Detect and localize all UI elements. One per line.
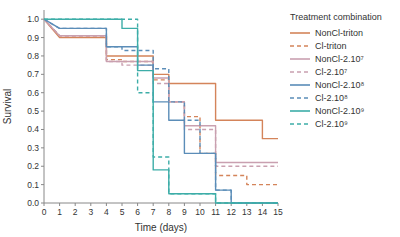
y-tick bbox=[41, 37, 44, 38]
x-tick bbox=[106, 203, 107, 206]
x-tick bbox=[75, 203, 76, 206]
series-line bbox=[44, 19, 278, 203]
x-tick-label: 11 bbox=[211, 207, 220, 217]
x-tick-label: 12 bbox=[226, 207, 236, 217]
x-tick-label: 10 bbox=[195, 207, 205, 217]
y-axis-label: Survival bbox=[2, 89, 13, 125]
y-tick bbox=[41, 129, 44, 130]
y-tick-label: 0.1 bbox=[27, 180, 39, 190]
x-tick-label: 9 bbox=[182, 207, 187, 217]
x-tick-label: 13 bbox=[242, 207, 252, 217]
legend-label: NonCl-triton bbox=[315, 28, 363, 38]
y-tick bbox=[41, 184, 44, 185]
y-tick-label: 0.6 bbox=[27, 88, 39, 98]
legend-label: NonCl-2.10⁹ bbox=[315, 106, 365, 116]
x-tick bbox=[200, 203, 201, 206]
y-tick-label: 0.3 bbox=[27, 143, 39, 153]
y-tick-label: 0.5 bbox=[27, 106, 39, 116]
x-tick bbox=[153, 203, 154, 206]
legend-label: Cl-2.10⁷ bbox=[315, 67, 347, 77]
legend-label: Cl-2.10⁸ bbox=[315, 93, 348, 103]
legend: Treatment combination NonCl-triton Cl-trit… bbox=[290, 12, 382, 129]
x-tick-label: 5 bbox=[120, 207, 125, 217]
legend-label: NonCl-2.10⁸ bbox=[315, 80, 365, 90]
y-tick-label: 0.7 bbox=[27, 69, 39, 79]
x-tick-label: 15 bbox=[273, 207, 283, 217]
legend-title: Treatment combination bbox=[290, 12, 382, 22]
y-tick-label: 0.4 bbox=[27, 124, 39, 134]
x-tick bbox=[90, 203, 91, 206]
y-tick-label: 0.8 bbox=[27, 51, 39, 61]
legend-swatch bbox=[290, 58, 310, 60]
series-line bbox=[44, 19, 278, 166]
y-tick bbox=[41, 19, 44, 20]
y-tick bbox=[41, 147, 44, 148]
x-tick bbox=[59, 203, 60, 206]
x-tick-label: 1 bbox=[57, 207, 62, 217]
legend-swatch bbox=[290, 71, 310, 73]
x-tick bbox=[122, 203, 123, 206]
legend-swatch bbox=[290, 84, 310, 86]
y-tick bbox=[41, 55, 44, 56]
x-tick bbox=[168, 203, 169, 206]
x-tick-label: 14 bbox=[258, 207, 268, 217]
y-tick bbox=[41, 111, 44, 112]
x-tick bbox=[184, 203, 185, 206]
legend-swatch bbox=[290, 123, 310, 125]
legend-swatch bbox=[290, 110, 310, 112]
x-tick-label: 6 bbox=[135, 207, 140, 217]
series-line bbox=[44, 19, 278, 203]
y-tick-label: 0.2 bbox=[27, 161, 39, 171]
x-axis-label: Time (days) bbox=[135, 222, 187, 233]
legend-swatch bbox=[290, 45, 310, 47]
y-tick bbox=[41, 92, 44, 93]
y-tick-label: 0.0 bbox=[27, 198, 39, 208]
series-line bbox=[44, 19, 278, 203]
legend-swatch bbox=[290, 32, 310, 34]
x-tick-label: 4 bbox=[104, 207, 109, 217]
legend-swatch bbox=[290, 97, 310, 99]
y-tick bbox=[41, 166, 44, 167]
y-axis-line bbox=[44, 10, 45, 203]
chart: 01234567891011121314150.00.10.20.30.40.5… bbox=[0, 0, 400, 237]
series-line bbox=[44, 19, 278, 203]
y-tick-label: 1.0 bbox=[27, 14, 39, 24]
series-line bbox=[44, 19, 278, 162]
legend-label: NonCl-2.10⁷ bbox=[315, 54, 364, 64]
x-tick-label: 2 bbox=[73, 207, 78, 217]
legend-label: Cl-2.10⁹ bbox=[315, 119, 348, 129]
legend-label: Cl-triton bbox=[315, 41, 347, 51]
x-tick-label: 7 bbox=[151, 207, 156, 217]
x-tick-label: 8 bbox=[166, 207, 171, 217]
y-tick bbox=[41, 74, 44, 75]
series-line bbox=[44, 19, 278, 138]
x-tick bbox=[137, 203, 138, 206]
y-tick bbox=[41, 203, 44, 204]
plot-area bbox=[44, 19, 278, 203]
x-tick-label: 0 bbox=[42, 207, 47, 217]
x-tick-label: 3 bbox=[88, 207, 93, 217]
y-tick-label: 0.9 bbox=[27, 33, 39, 43]
